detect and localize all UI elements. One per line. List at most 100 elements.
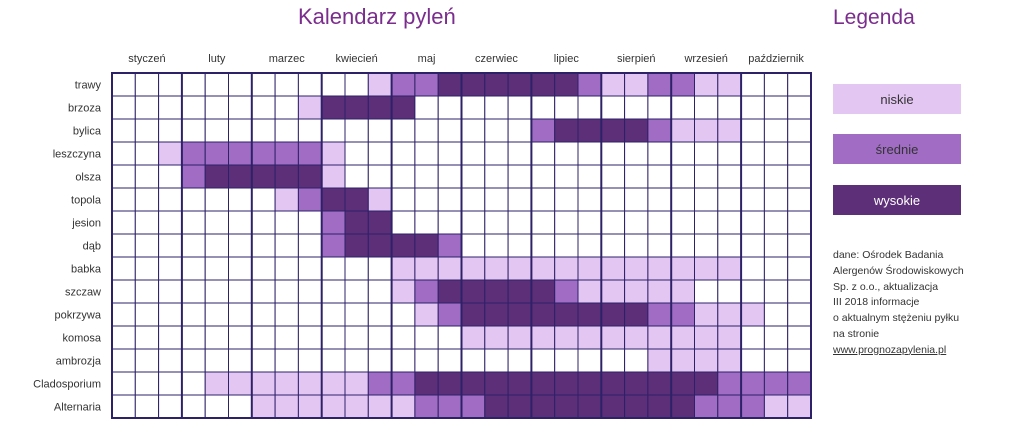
legend-item-high: wysokie	[833, 185, 961, 215]
heatmap-cell	[321, 279, 346, 304]
heatmap-cell	[414, 72, 439, 97]
heatmap-cell	[321, 256, 346, 281]
heatmap-cell	[787, 371, 812, 396]
heatmap-cell	[577, 325, 602, 350]
heatmap-cell	[204, 210, 229, 235]
heatmap-cell	[763, 348, 789, 373]
heatmap-cell	[600, 279, 626, 304]
heatmap-cell	[297, 141, 323, 166]
heatmap-cell	[367, 394, 393, 419]
heatmap-cell	[670, 95, 696, 120]
heatmap-cell	[274, 302, 299, 327]
heatmap-cell	[624, 95, 649, 120]
heatmap-cell	[111, 394, 136, 419]
heatmap-cell	[507, 394, 532, 419]
heatmap-cell	[600, 256, 626, 281]
heatmap-cell	[530, 95, 556, 120]
heatmap-cell	[251, 256, 276, 281]
row-label: jesion	[71, 218, 101, 230]
heatmap-cell	[717, 72, 742, 97]
heatmap-cell	[437, 279, 463, 304]
row-label: Cladosporium	[33, 379, 101, 391]
month-label: maj	[418, 53, 436, 65]
heatmap-cell	[344, 118, 369, 143]
heatmap-cell	[740, 118, 765, 143]
heatmap-cell	[484, 348, 509, 373]
heatmap-cell	[694, 233, 719, 258]
month-label: marzec	[269, 53, 306, 65]
heatmap-cell	[367, 118, 393, 143]
heatmap-cell	[158, 394, 183, 419]
heatmap-cell	[554, 72, 579, 97]
heatmap-cell	[111, 256, 136, 281]
heatmap-cell	[134, 394, 160, 419]
heatmap-cell	[274, 371, 299, 396]
heatmap-cell	[367, 210, 393, 235]
heatmap-cell	[158, 210, 183, 235]
heatmap-cell	[321, 348, 346, 373]
heatmap-cell	[251, 164, 276, 189]
heatmap-cell	[111, 279, 136, 304]
heatmap-cell	[414, 141, 439, 166]
heatmap-cell	[204, 233, 229, 258]
heatmap-cell	[274, 394, 299, 419]
heatmap-cell	[134, 325, 160, 350]
heatmap-cell	[624, 256, 649, 281]
heatmap-cell	[763, 279, 789, 304]
heatmap-cell	[740, 141, 765, 166]
heatmap-cell	[554, 187, 579, 212]
heatmap-cell	[181, 233, 206, 258]
heatmap-cell	[274, 187, 299, 212]
heatmap-cell	[274, 164, 299, 189]
heatmap-cell	[158, 279, 183, 304]
heatmap-cell	[740, 279, 765, 304]
heatmap-cell	[554, 164, 579, 189]
heatmap-cell	[437, 95, 463, 120]
heatmap-cell	[274, 210, 299, 235]
heatmap-cell	[670, 371, 696, 396]
heatmap-cell	[717, 141, 742, 166]
heatmap-cell	[507, 325, 532, 350]
heatmap-cell	[181, 394, 206, 419]
heatmap-cell	[763, 325, 789, 350]
heatmap-cell	[554, 348, 579, 373]
heatmap-cell	[554, 279, 579, 304]
heatmap-cell	[414, 256, 439, 281]
heatmap-cell	[204, 164, 229, 189]
heatmap-cell	[391, 348, 416, 373]
heatmap-cell	[763, 187, 789, 212]
heatmap-cell	[717, 210, 742, 235]
source-link[interactable]: www.prognozapylenia.pl	[833, 343, 947, 356]
heatmap-cell	[321, 394, 346, 419]
heatmap-cell	[204, 141, 229, 166]
heatmap-cell	[717, 118, 742, 143]
row-label: babka	[71, 264, 102, 276]
heatmap-cell	[717, 348, 742, 373]
heatmap-cell	[787, 95, 812, 120]
heatmap-cell	[134, 118, 160, 143]
heatmap-cell	[391, 371, 416, 396]
heatmap-cell	[274, 141, 299, 166]
heatmap-cell	[414, 325, 439, 350]
heatmap-cell	[134, 210, 160, 235]
heatmap-cell	[228, 233, 253, 258]
heatmap-cell	[204, 302, 229, 327]
heatmap-cell	[251, 95, 276, 120]
heatmap-cell	[740, 348, 765, 373]
heatmap-cell	[181, 325, 206, 350]
heatmap-cell	[251, 394, 276, 419]
heatmap-cell	[624, 233, 649, 258]
heatmap-cell	[577, 348, 602, 373]
heatmap-cell	[111, 95, 136, 120]
heatmap-cell	[577, 371, 602, 396]
heatmap-cell	[321, 233, 346, 258]
heatmap-cell	[647, 72, 672, 97]
heatmap-cell	[437, 394, 463, 419]
heatmap-cell	[647, 302, 672, 327]
heatmap-cell	[414, 279, 439, 304]
heatmap-cell	[391, 95, 416, 120]
heatmap-cell	[577, 141, 602, 166]
heatmap-cell	[461, 325, 486, 350]
heatmap-cell	[670, 187, 696, 212]
heatmap-cell	[461, 394, 486, 419]
